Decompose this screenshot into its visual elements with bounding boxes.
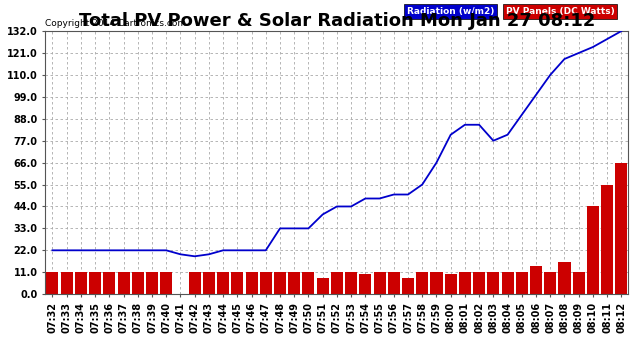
Bar [303,272,314,294]
Bar [544,272,556,294]
Bar [103,272,115,294]
Bar [331,272,343,294]
Bar [587,206,599,294]
Bar [487,272,499,294]
Bar [516,272,528,294]
Text: Copyright 2014 Cartronics.com: Copyright 2014 Cartronics.com [45,19,186,28]
Bar [559,262,570,294]
Bar [359,274,371,294]
Bar [502,272,514,294]
Bar [530,266,542,294]
Bar [47,272,58,294]
Bar [445,274,457,294]
Bar [217,272,229,294]
Bar [160,272,172,294]
Text: PV Panels (DC Watts): PV Panels (DC Watts) [506,7,615,16]
Bar [260,272,272,294]
Bar [388,272,400,294]
Bar [274,272,286,294]
Bar [203,272,215,294]
Bar [615,163,627,294]
Bar [118,272,130,294]
Bar [189,272,201,294]
Bar [573,272,585,294]
Bar [132,272,144,294]
Text: Radiation (w/m2): Radiation (w/m2) [407,7,494,16]
Bar [473,272,485,294]
Title: Total PV Power & Solar Radiation Mon Jan 27 08:12: Total PV Power & Solar Radiation Mon Jan… [79,12,595,30]
Bar [416,272,428,294]
Bar [231,272,243,294]
Bar [431,272,442,294]
Bar [61,272,73,294]
Bar [402,278,414,294]
Bar [601,185,613,294]
Bar [246,272,258,294]
Bar [288,272,300,294]
Bar [459,272,471,294]
Bar [345,272,357,294]
Bar [75,272,87,294]
Bar [374,272,386,294]
Bar [317,278,329,294]
Bar [89,272,101,294]
Bar [146,272,158,294]
